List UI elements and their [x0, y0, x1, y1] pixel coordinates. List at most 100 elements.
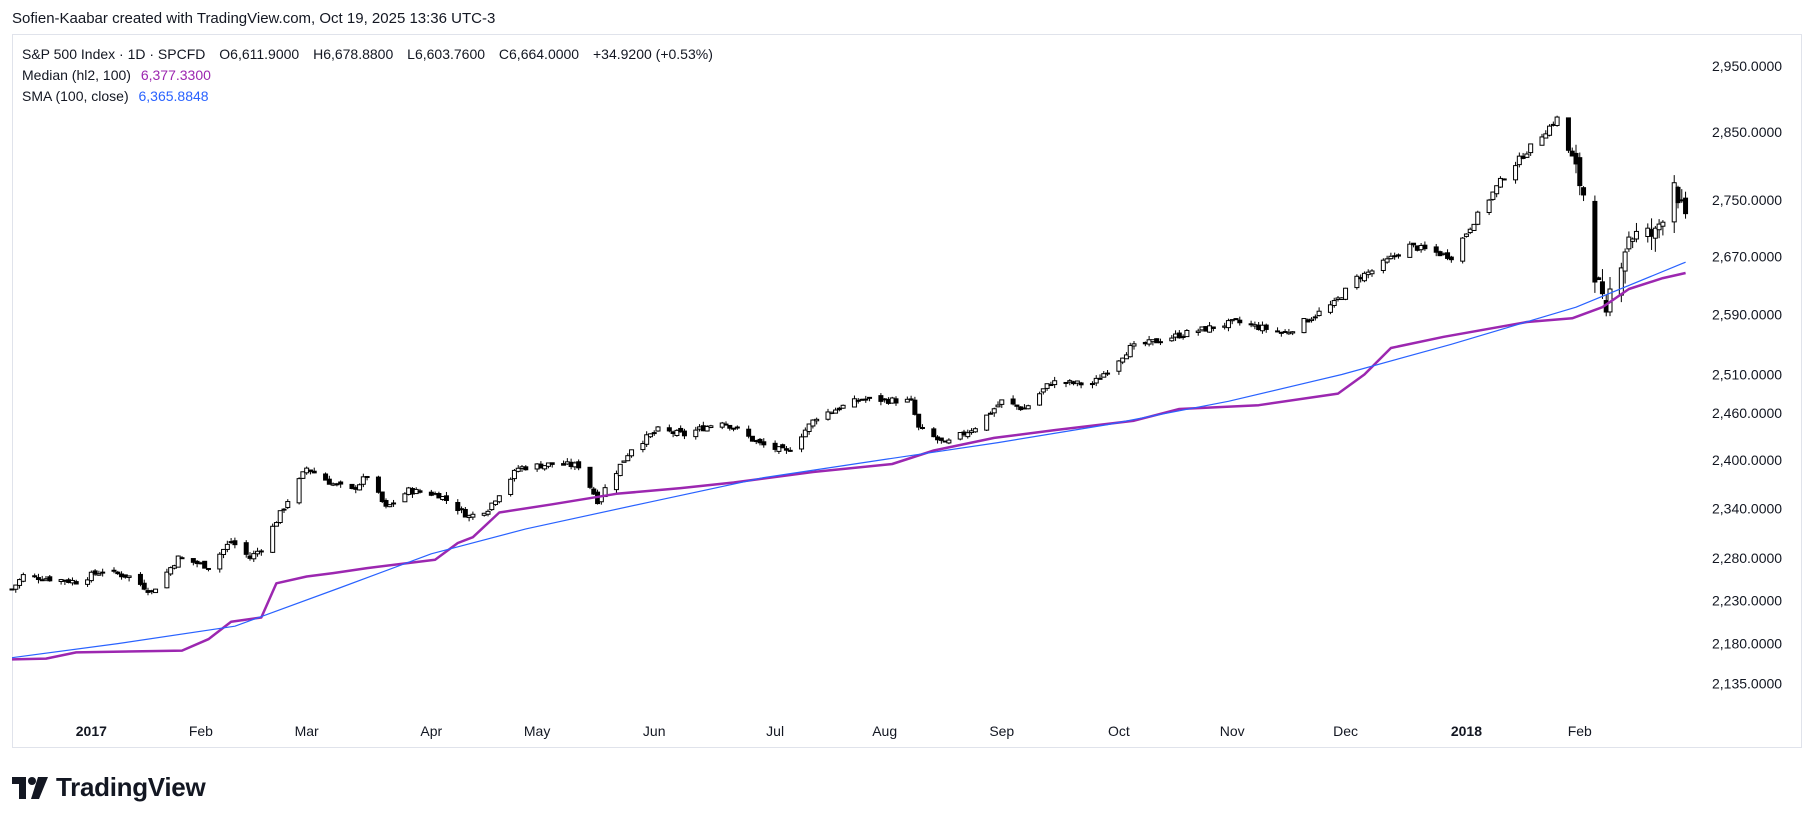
candle	[931, 427, 937, 438]
candle	[470, 511, 476, 520]
candle	[723, 421, 729, 426]
legend-median-row[interactable]: Median (hl2, 100) 6,377.3300	[22, 65, 713, 86]
candle	[1626, 231, 1632, 252]
candle	[1577, 152, 1583, 196]
candle	[1592, 195, 1598, 293]
candle	[867, 396, 873, 402]
candle	[1105, 369, 1111, 376]
candle	[799, 433, 805, 453]
candle	[1599, 269, 1605, 299]
candle	[957, 432, 963, 441]
candle	[681, 428, 687, 440]
candle	[1025, 404, 1031, 410]
candle	[1630, 237, 1636, 249]
candle	[591, 486, 597, 496]
price-axis-label: 2,135.0000	[1712, 675, 1782, 691]
candle	[1652, 225, 1658, 252]
candle	[727, 424, 733, 431]
candle	[508, 477, 514, 497]
candle	[757, 438, 763, 446]
candle	[417, 488, 423, 494]
candle	[972, 427, 978, 433]
candle	[1116, 360, 1122, 375]
candle	[1361, 271, 1367, 283]
candle	[1101, 371, 1107, 378]
candle	[1207, 322, 1213, 333]
candle	[326, 475, 332, 485]
candle	[1120, 357, 1126, 365]
time-axis-label: Sep	[989, 723, 1014, 739]
candle	[833, 407, 839, 414]
candle	[1547, 124, 1553, 137]
time-axis-label: Oct	[1108, 723, 1130, 739]
candle	[364, 475, 370, 481]
candle	[375, 475, 381, 494]
candle	[1596, 276, 1602, 281]
candle	[1225, 318, 1231, 332]
candle	[655, 426, 661, 432]
candle	[1633, 222, 1639, 243]
candle	[311, 467, 317, 474]
candle	[300, 471, 306, 480]
price-axis-label: 2,280.0000	[1712, 550, 1782, 566]
time-axis-label: Feb	[1568, 723, 1592, 739]
indicator-lines-layer	[11, 261, 1686, 661]
time-axis-label: Apr	[420, 723, 442, 739]
candle	[617, 463, 623, 477]
candle	[141, 579, 147, 591]
candle	[436, 491, 442, 499]
time-scale: 2017 Feb Mar Apr May Jun Jul Aug Sep Oct Nov Dec 201…	[76, 723, 1592, 739]
candle	[1210, 326, 1216, 332]
candle	[987, 411, 993, 415]
candle	[1263, 323, 1269, 333]
candle	[1127, 342, 1133, 358]
time-axis-label: Dec	[1333, 723, 1358, 739]
median-line	[11, 271, 1686, 661]
candle	[1301, 318, 1307, 334]
candle	[1463, 233, 1469, 238]
candle	[625, 453, 631, 462]
candle	[893, 396, 899, 406]
price-axis-label: 2,850.0000	[1712, 124, 1782, 140]
tradingview-logo[interactable]: TradingView	[12, 772, 206, 803]
candle	[1675, 185, 1681, 209]
candle	[1343, 287, 1349, 301]
legend-symbol-row[interactable]: S&P 500 Index · 1D · SPCFD O6,611.9000 H…	[22, 44, 713, 65]
time-axis-label: Jun	[643, 723, 666, 739]
price-axis-label: 2,510.0000	[1712, 366, 1782, 382]
candle	[916, 413, 922, 431]
candles-layer	[9, 115, 1689, 596]
candle	[995, 401, 1001, 408]
candle	[85, 577, 91, 587]
candle	[96, 570, 102, 576]
candle	[1656, 219, 1662, 239]
chart-legend: S&P 500 Index · 1D · SPCFD O6,611.9000 H…	[22, 44, 713, 107]
candle	[17, 578, 23, 589]
legend-sma-row[interactable]: SMA (100, close) 6,365.8848	[22, 86, 713, 107]
candle	[749, 435, 755, 442]
candle	[836, 406, 842, 412]
candle	[1565, 117, 1571, 153]
candle	[991, 407, 997, 417]
price-axis-label: 2,180.0000	[1712, 636, 1782, 652]
candle	[455, 499, 461, 515]
candle	[1354, 274, 1360, 290]
candle	[383, 498, 389, 509]
candle	[1683, 191, 1689, 219]
candle	[489, 502, 495, 511]
candle	[47, 574, 53, 582]
candle	[666, 424, 672, 433]
candle	[651, 430, 657, 436]
candle	[1433, 243, 1439, 257]
price-axis-label: 2,230.0000	[1712, 592, 1782, 608]
candle	[1607, 276, 1613, 317]
candle	[202, 560, 208, 569]
candle	[1052, 376, 1058, 389]
candle	[1063, 381, 1069, 388]
candle	[1184, 329, 1190, 338]
candle	[164, 568, 170, 589]
candle	[1513, 161, 1519, 184]
candle	[1660, 220, 1666, 236]
candle	[485, 509, 491, 517]
